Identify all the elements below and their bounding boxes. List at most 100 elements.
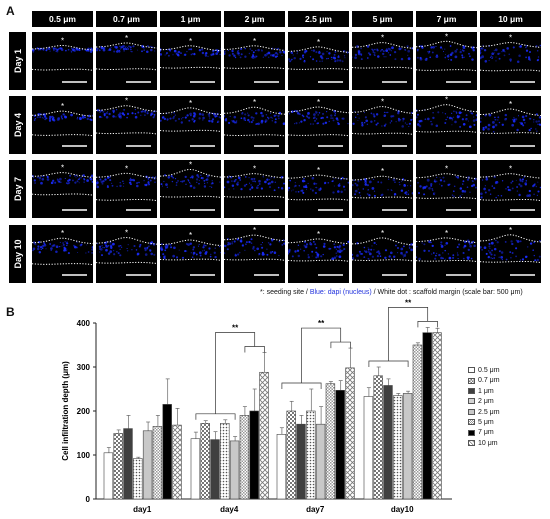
nucleus-dot bbox=[482, 44, 484, 47]
nucleus-dot bbox=[91, 246, 93, 249]
nucleus-dot bbox=[274, 121, 277, 124]
nucleus-dot bbox=[364, 116, 367, 119]
nucleus-dot bbox=[237, 181, 239, 183]
nucleus-dot bbox=[89, 177, 91, 179]
nucleus-dot bbox=[123, 185, 125, 187]
panel-a-label: A bbox=[6, 4, 15, 18]
nucleus-dot bbox=[192, 251, 196, 255]
nucleus-dot bbox=[160, 256, 161, 258]
nucleus-dot bbox=[250, 56, 254, 59]
seeding-site-marker: * bbox=[381, 34, 384, 43]
nucleus-dot bbox=[215, 52, 219, 55]
nucleus-dot bbox=[372, 113, 375, 116]
nucleus-dot bbox=[99, 178, 102, 181]
nucleus-dot bbox=[451, 117, 453, 120]
nucleus-dot bbox=[525, 114, 528, 118]
nucleus-dot bbox=[444, 258, 447, 261]
nucleus-dot bbox=[342, 249, 344, 251]
nucleus-dot bbox=[192, 186, 196, 189]
nucleus-dot bbox=[83, 174, 85, 177]
nucleus-dot bbox=[143, 179, 145, 182]
nucleus-dot bbox=[367, 189, 369, 191]
nucleus-dot bbox=[432, 116, 435, 120]
micrograph-tile: * bbox=[288, 96, 349, 154]
nucleus-dot bbox=[471, 58, 474, 61]
nucleus-dot bbox=[314, 243, 317, 246]
nucleus-dot bbox=[258, 254, 260, 256]
nucleus-dot bbox=[392, 255, 396, 258]
nucleus-dot bbox=[449, 53, 453, 56]
nucleus-dot bbox=[109, 241, 112, 244]
micrograph-tile: * bbox=[32, 160, 93, 218]
micrograph-tile: * bbox=[96, 32, 157, 90]
nucleus-dot bbox=[469, 244, 472, 248]
nucleus-dot bbox=[430, 253, 433, 255]
nucleus-dot bbox=[309, 123, 312, 125]
nucleus-dot bbox=[303, 240, 307, 244]
nucleus-dot bbox=[289, 60, 292, 63]
nucleus-dot bbox=[392, 178, 396, 182]
nucleus-dot bbox=[41, 177, 45, 181]
seeding-site-marker: * bbox=[253, 98, 256, 107]
nucleus-dot bbox=[493, 49, 495, 52]
nucleus-dot bbox=[213, 112, 215, 114]
bar bbox=[162, 404, 172, 500]
nucleus-dot bbox=[402, 118, 404, 120]
nucleus-dot bbox=[529, 242, 533, 245]
nucleus-dot bbox=[432, 193, 435, 196]
nucleus-dot bbox=[459, 125, 462, 128]
nucleus-dot bbox=[416, 116, 418, 119]
nucleus-dot bbox=[301, 189, 304, 193]
nucleus-dot bbox=[482, 126, 485, 129]
nucleus-dot bbox=[204, 54, 208, 57]
nucleus-dot bbox=[360, 54, 363, 56]
nucleus-dot bbox=[164, 246, 167, 249]
nucleus-dot bbox=[266, 178, 269, 181]
nucleus-dot bbox=[337, 122, 340, 126]
nucleus-dot bbox=[202, 250, 204, 252]
nucleus-dot bbox=[516, 240, 520, 243]
nucleus-dot bbox=[207, 113, 211, 116]
nucleus-dot bbox=[515, 239, 518, 242]
nucleus-dot bbox=[173, 246, 176, 250]
nucleus-dot bbox=[77, 116, 79, 118]
bar bbox=[412, 344, 423, 500]
nucleus-dot bbox=[360, 58, 363, 61]
nucleus-dot bbox=[407, 193, 410, 196]
comparison-bracket bbox=[215, 332, 256, 414]
nucleus-dot bbox=[367, 257, 370, 260]
nucleus-dot bbox=[127, 46, 129, 48]
nucleus-dot bbox=[103, 247, 105, 249]
nucleus-dot bbox=[50, 181, 54, 185]
nucleus-dot bbox=[456, 176, 460, 179]
nucleus-dot bbox=[455, 111, 457, 113]
nucleus-dot bbox=[192, 115, 196, 118]
nucleus-dot bbox=[401, 125, 404, 128]
nucleus-dot bbox=[200, 174, 202, 176]
nucleus-dot bbox=[82, 49, 84, 51]
nucleus-dot bbox=[456, 48, 458, 51]
nucleus-dot bbox=[359, 195, 361, 197]
nucleus-dot bbox=[454, 120, 457, 124]
nucleus-dot bbox=[177, 179, 179, 182]
bar bbox=[152, 426, 163, 500]
nucleus-dot bbox=[364, 180, 367, 184]
nucleus-dot bbox=[382, 50, 385, 53]
nucleus-dot bbox=[102, 47, 104, 49]
nucleus-dot bbox=[41, 116, 44, 119]
nucleus-dot bbox=[261, 49, 263, 52]
scaffold-top-margin bbox=[352, 106, 413, 114]
nucleus-dot bbox=[78, 178, 80, 180]
nucleus-dot bbox=[297, 254, 301, 258]
nucleus-dot bbox=[395, 121, 397, 123]
nucleus-dot bbox=[172, 54, 174, 56]
nucleus-dot bbox=[376, 48, 378, 50]
nucleus-dot bbox=[463, 244, 467, 248]
nucleus-dot bbox=[161, 113, 163, 115]
nucleus-dot bbox=[485, 252, 488, 255]
nucleus-dot bbox=[312, 123, 314, 125]
nucleus-dot bbox=[120, 246, 123, 248]
nucleus-dot bbox=[423, 193, 426, 196]
nucleus-dot bbox=[269, 251, 273, 254]
nucleus-dot bbox=[202, 116, 205, 120]
